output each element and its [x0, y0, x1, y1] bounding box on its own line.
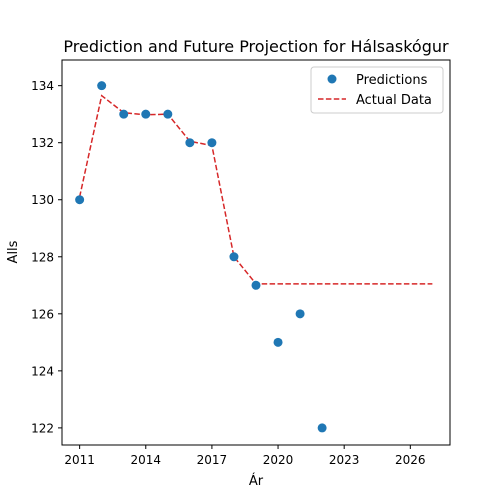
- chart-title: Prediction and Future Projection for Hál…: [63, 37, 449, 56]
- y-tick-label: 124: [31, 364, 54, 378]
- x-tick-label: 2026: [395, 453, 426, 467]
- x-axis: 2011 2014 2017 2020 2023 2026: [64, 445, 426, 467]
- prediction-point: [295, 309, 305, 319]
- y-tick-label: 130: [31, 193, 54, 207]
- x-tick-label: 2017: [197, 453, 228, 467]
- prediction-point: [141, 109, 151, 119]
- prediction-point: [75, 195, 85, 205]
- legend-label-predictions: Predictions: [356, 73, 428, 88]
- y-axis: 122 124 126 128 130 132 134: [31, 79, 62, 435]
- y-tick-label: 132: [31, 136, 54, 150]
- prediction-point: [273, 337, 283, 347]
- y-tick-label: 122: [31, 421, 54, 435]
- prediction-point: [185, 138, 195, 148]
- prediction-point: [317, 423, 327, 433]
- x-tick-label: 2023: [329, 453, 360, 467]
- plot-area: 2011 2014 2017 2020 2023 2026 122 124 126 128 130…: [31, 59, 451, 467]
- plot-frame: [61, 59, 451, 446]
- legend-label-actual-data: Actual Data: [356, 93, 432, 108]
- prediction-point: [229, 252, 239, 262]
- prediction-point: [163, 109, 173, 119]
- y-tick-label: 134: [31, 79, 54, 93]
- x-tick-label: 2011: [64, 453, 95, 467]
- x-tick-label: 2014: [130, 453, 161, 467]
- y-tick-label: 126: [31, 307, 54, 321]
- legend: Predictions Actual Data: [310, 66, 444, 114]
- legend-marker-predictions: [327, 74, 337, 84]
- prediction-point: [207, 138, 217, 148]
- prediction-point: [119, 109, 129, 119]
- legend-frame: [310, 66, 444, 114]
- prediction-point: [251, 280, 261, 290]
- x-tick-label: 2020: [263, 453, 294, 467]
- y-axis-label: Alls: [6, 240, 21, 263]
- x-axis-label: Ár: [249, 473, 264, 489]
- series-layer: [75, 81, 433, 433]
- prediction-point: [97, 81, 107, 91]
- y-tick-label: 128: [31, 250, 54, 264]
